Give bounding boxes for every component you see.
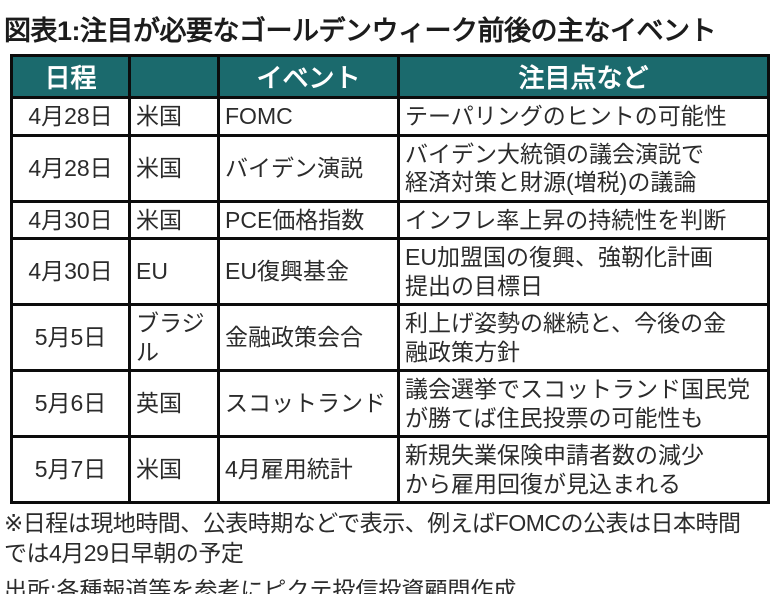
cell-region: 米国 — [128, 133, 220, 203]
cell-date: 5月5日 — [10, 303, 131, 373]
cell-event: 金融政策会合 — [217, 303, 400, 373]
table-header: 日程 イベント 注目点など — [10, 54, 770, 99]
col-header-event: イベント — [217, 54, 400, 99]
cell-note: インフレ率上昇の持続性を判断 — [397, 199, 770, 241]
col-header-region — [128, 54, 220, 99]
events-table: 日程 イベント 注目点など 4月28日 米国 FOMC テーパリングのヒントの可… — [10, 54, 770, 505]
cell-date: 4月30日 — [10, 237, 131, 307]
cell-note: EU加盟国の復興、強靭化計画 提出の目標日 — [397, 237, 770, 307]
table-row: 4月28日 米国 FOMC テーパリングのヒントの可能性 — [10, 96, 770, 137]
cell-event: FOMC — [217, 96, 400, 137]
cell-note: テーパリングのヒントの可能性 — [397, 96, 770, 137]
cell-region: EU — [128, 237, 220, 307]
table-row: 5月7日 米国 4月雇用統計 新規失業保険申請者数の減少 から雇用回復が見込まれ… — [10, 435, 770, 505]
cell-event: バイデン演説 — [217, 133, 400, 203]
cell-region: 米国 — [128, 435, 220, 505]
cell-note: 議会選挙でスコットランド国民党 が勝てば住民投票の可能性も — [397, 369, 770, 439]
table-row: 4月30日 米国 PCE価格指数 インフレ率上昇の持続性を判断 — [10, 199, 770, 241]
table-body: 4月28日 米国 FOMC テーパリングのヒントの可能性 4月28日 米国 バイ… — [10, 96, 770, 505]
cell-region: 米国 — [128, 96, 220, 137]
table-row: 5月5日 ブラジル 金融政策会合 利上げ姿勢の継続と、今後の金 融政策方針 — [10, 303, 770, 373]
source-note: 出所:各種報道等を参考にピクテ投信投資顧問作成 — [4, 577, 517, 594]
cell-region: 米国 — [128, 199, 220, 241]
table-row: 5月6日 英国 スコットランド 議会選挙でスコットランド国民党 が勝てば住民投票… — [10, 369, 770, 439]
cell-note: バイデン大統領の議会演説で 経済対策と財源(増税)の議論 — [397, 133, 770, 203]
figure-title: 図表1:注目が必要なゴールデンウィーク前後の主なイベント — [4, 16, 717, 46]
col-header-notes: 注目点など — [397, 54, 770, 99]
cell-date: 4月30日 — [10, 199, 131, 241]
cell-event: EU復興基金 — [217, 237, 400, 307]
cell-note: 利上げ姿勢の継続と、今後の金 融政策方針 — [397, 303, 770, 373]
cell-region: ブラジル — [128, 303, 220, 373]
cell-event: 4月雇用統計 — [217, 435, 400, 505]
cell-date: 5月6日 — [10, 369, 131, 439]
table-row: 4月30日 EU EU復興基金 EU加盟国の復興、強靭化計画 提出の目標日 — [10, 237, 770, 307]
cell-date: 4月28日 — [10, 133, 131, 203]
cell-note: 新規失業保険申請者数の減少 から雇用回復が見込まれる — [397, 435, 770, 505]
table-row: 4月28日 米国 バイデン演説 バイデン大統領の議会演説で 経済対策と財源(増税… — [10, 133, 770, 203]
cell-region: 英国 — [128, 369, 220, 439]
cell-date: 5月7日 — [10, 435, 131, 505]
cell-event: PCE価格指数 — [217, 199, 400, 241]
footnote: ※日程は現地時間、公表時期などで表示、例えばFOMCの公表は日本時間 では4月2… — [4, 510, 741, 566]
header-row: 日程 イベント 注目点など — [10, 54, 770, 99]
cell-event: スコットランド — [217, 369, 400, 439]
col-header-date: 日程 — [10, 54, 131, 99]
cell-date: 4月28日 — [10, 96, 131, 137]
